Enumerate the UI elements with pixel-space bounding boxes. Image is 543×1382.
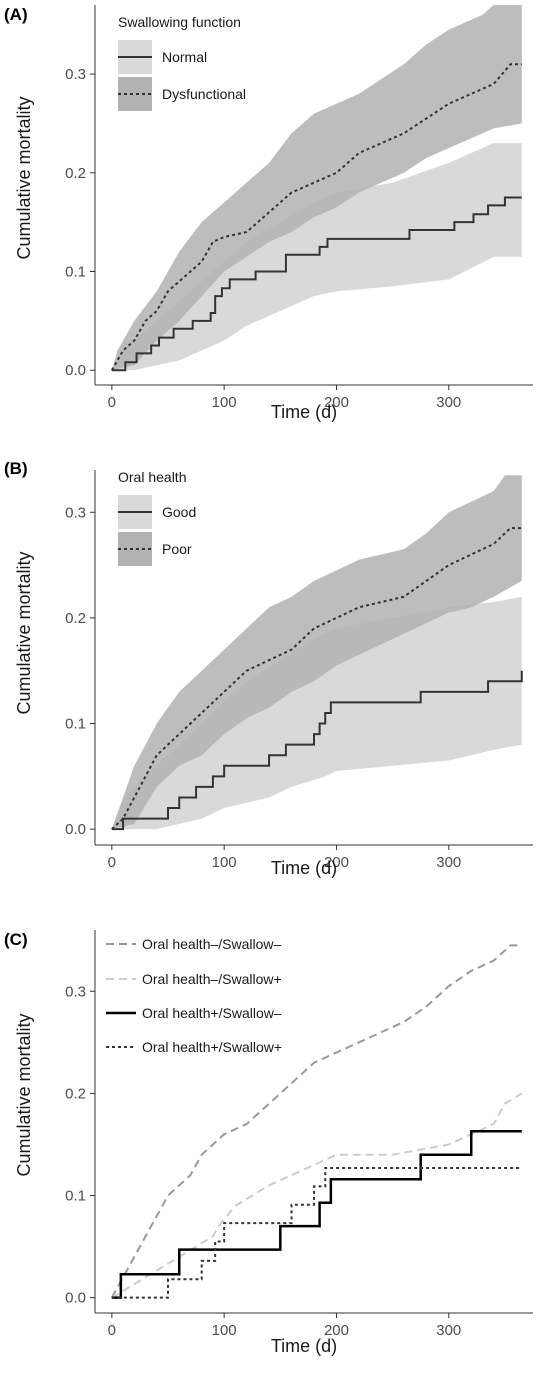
- panel-c-y-tick-label: 0.1: [65, 1188, 86, 1205]
- panel-c-series-2-line: [111, 1129, 522, 1299]
- panel-b-legend-title: Oral health: [118, 469, 186, 485]
- panel-a-x-tick-label: 0: [108, 394, 116, 411]
- panel-b-series-1-line: [111, 527, 522, 830]
- panel-b: (B) 0.0 0.1 0.2 0.3 0 100 200 300 Cumulative mo…: [4, 459, 533, 878]
- panel-b-legend: Oral health Good Poor: [118, 469, 196, 566]
- panel-a-label: (A): [4, 5, 28, 24]
- panel-a-y-tick-label: 0.1: [65, 263, 86, 280]
- panel-b-x-tick-label: 100: [212, 854, 237, 871]
- panel-c-x-tick-label: 300: [436, 1322, 461, 1339]
- panel-c-y-tick-label: 0.3: [65, 983, 86, 1000]
- panel-c-x-tick-label: 0: [108, 1322, 116, 1339]
- legend-swatch-poor: [118, 532, 152, 566]
- panel-c-series-0-line: [110, 944, 522, 1299]
- panel-c-x-axis-title: Time (d): [271, 1336, 337, 1356]
- panel-c: (C) 0.0 0.1 0.2 0.3 0 100 200 300 Cumulative mo…: [4, 930, 533, 1356]
- panel-b-axes: 0.0 0.1 0.2 0.3 0 100 200 300: [65, 470, 533, 871]
- legend-label-oh-plus-sw-plus: Oral health+/Swallow+: [142, 1039, 282, 1055]
- panel-a-x-tick-label: 300: [436, 394, 461, 411]
- panel-b-y-tick-label: 0.2: [65, 610, 86, 627]
- panel-b-band-0: [111, 596, 522, 830]
- panel-a-x-axis-title: Time (d): [271, 402, 337, 422]
- legend-label-poor: Poor: [162, 541, 192, 557]
- panel-a-x-tick-label: 200: [324, 394, 349, 411]
- panel-c-legend: Oral health–/Swallow– Oral health–/Swall…: [106, 936, 282, 1055]
- panel-c-series-1-line: [111, 1092, 523, 1299]
- panel-c-y-axis-title: Cumulative mortality: [14, 1013, 34, 1176]
- panel-a: (A) 0.0 0.1 0.2 0.3 0 100 200 300 Cumulative mo…: [4, 5, 533, 422]
- panel-b-lines: [111, 527, 523, 831]
- panel-c-series-3-line: [111, 1166, 522, 1299]
- panel-a-y-tick-label: 0.3: [65, 66, 86, 83]
- panel-c-y-tick-label: 0.0: [65, 1290, 86, 1307]
- panel-b-x-tick-label: 300: [436, 854, 461, 871]
- panel-c-label: (C): [4, 930, 28, 949]
- panel-a-band-1: [111, 5, 522, 371]
- panel-b-y-tick-label: 0.0: [65, 821, 86, 838]
- panel-a-y-tick-label: 0.0: [65, 362, 86, 379]
- legend-label-dysfunctional: Dysfunctional: [162, 86, 246, 102]
- panel-a-series-1-line: [110, 63, 522, 371]
- panel-a-x-tick-label: 100: [212, 394, 237, 411]
- panel-b-y-tick-label: 0.3: [65, 504, 86, 521]
- panel-c-lines: [110, 944, 523, 1299]
- panel-b-series-0-line: [111, 670, 523, 831]
- legend-label-oh-minus-sw-plus: Oral health–/Swallow+: [142, 971, 282, 987]
- panel-b-y-axis-title: Cumulative mortality: [14, 551, 34, 714]
- panel-c-x-tick-label: 100: [212, 1322, 237, 1339]
- panel-a-axes: 0.0 0.1 0.2 0.3 0 100 200 300: [65, 5, 533, 411]
- panel-b-x-tick-label: 200: [324, 854, 349, 871]
- legend-label-oh-plus-sw-minus: Oral health+/Swallow–: [142, 1005, 282, 1021]
- panel-b-bands: [111, 475, 522, 830]
- legend-label-oh-minus-sw-minus: Oral health–/Swallow–: [142, 936, 282, 952]
- panel-a-y-axis-title: Cumulative mortality: [14, 96, 34, 259]
- legend-swatch-dysfunctional: [118, 77, 152, 111]
- panel-c-axes: 0.0 0.1 0.2 0.3 0 100 200 300: [65, 930, 533, 1339]
- panel-c-x-tick-label: 200: [324, 1322, 349, 1339]
- legend-label-normal: Normal: [162, 49, 207, 65]
- panel-a-lines: [110, 63, 522, 372]
- panel-b-x-axis-title: Time (d): [271, 858, 337, 878]
- panel-a-legend-title: Swallowing function: [118, 14, 241, 30]
- panel-a-legend: Swallowing function Normal Dysfunctional: [118, 14, 246, 111]
- legend-label-good: Good: [162, 504, 196, 520]
- panel-b-y-tick-label: 0.1: [65, 716, 86, 733]
- panel-b-band-1: [111, 475, 522, 830]
- panel-a-series-0-line: [111, 196, 522, 372]
- panel-b-label: (B): [4, 459, 28, 478]
- panel-c-y-tick-label: 0.2: [65, 1085, 86, 1102]
- panel-a-y-tick-label: 0.2: [65, 165, 86, 182]
- panel-b-x-tick-label: 0: [108, 854, 116, 871]
